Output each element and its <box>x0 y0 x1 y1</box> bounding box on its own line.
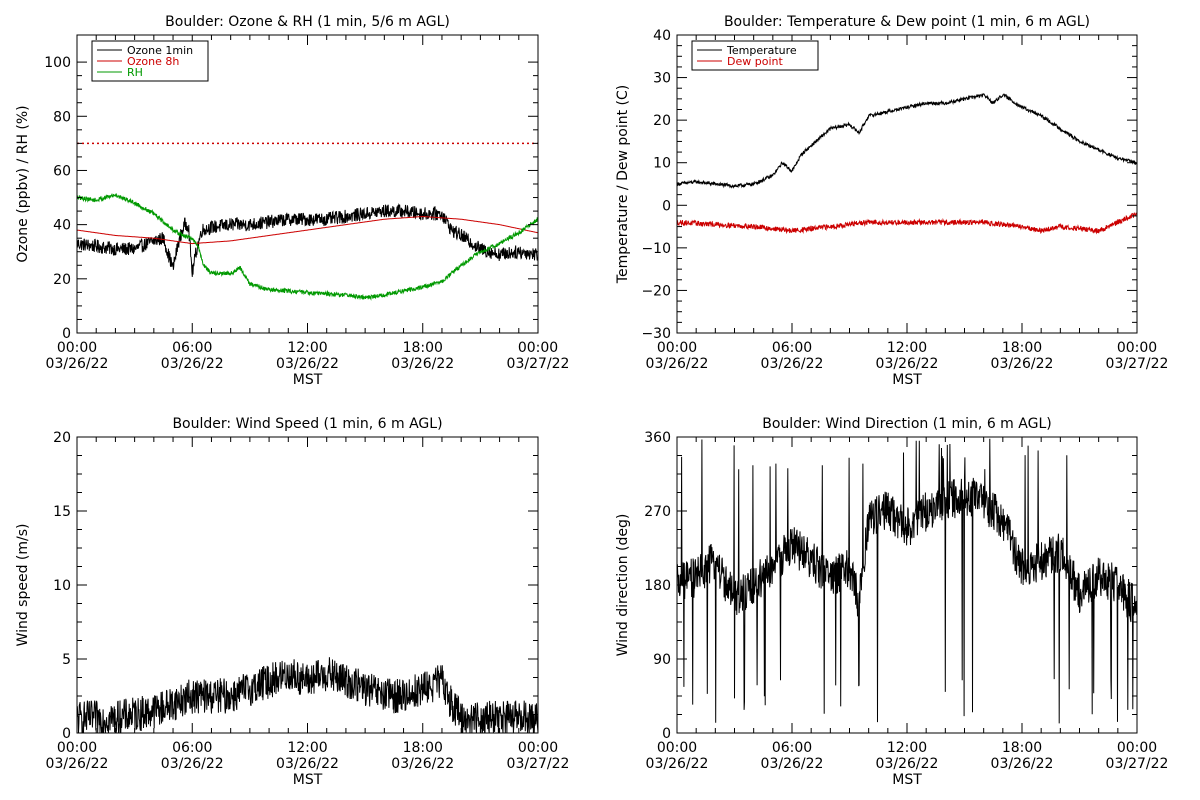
x-axis-label: MST <box>293 772 323 788</box>
x-tick-date-label: 03/27/22 <box>507 756 570 772</box>
y-axis-label: Wind speed (m/s) <box>15 524 31 647</box>
legend-entry: Dew point <box>727 55 783 68</box>
y-tick-label: 180 <box>644 578 671 594</box>
series-line-1 <box>677 92 1137 189</box>
x-tick-date-label: 03/26/22 <box>646 356 709 372</box>
legend-entry: Ozone 8h <box>127 55 179 68</box>
x-axis-label: MST <box>293 372 323 388</box>
y-axis-label: Temperature / Dew point (C) <box>615 85 631 284</box>
y-tick-label: 80 <box>53 109 71 125</box>
x-tick-time-label: 06:00 <box>772 740 812 756</box>
y-tick-label: −10 <box>641 241 671 257</box>
x-tick-date-label: 03/26/22 <box>876 756 939 772</box>
x-tick-time-label: 00:00 <box>57 340 97 356</box>
x-tick-time-label: 18:00 <box>403 340 443 356</box>
y-tick-label: 40 <box>53 218 71 234</box>
chart-title: Boulder: Wind Speed (1 min, 6 m AGL) <box>172 416 442 432</box>
x-tick-date-label: 03/26/22 <box>391 756 454 772</box>
x-tick-time-label: 18:00 <box>1002 740 1042 756</box>
y-tick-label: −20 <box>641 283 671 299</box>
y-tick-label: −30 <box>641 326 671 342</box>
x-tick-time-label: 18:00 <box>403 740 443 756</box>
y-tick-label: 20 <box>53 272 71 288</box>
chart-title: Boulder: Wind Direction (1 min, 6 m AGL) <box>762 416 1051 432</box>
y-tick-label: 0 <box>662 198 671 214</box>
series-line-1 <box>677 438 1137 724</box>
y-axis-label: Ozone (ppbv) / RH (%) <box>15 105 31 262</box>
plot-frame <box>76 436 539 734</box>
x-tick-date-label: 03/27/22 <box>1106 356 1169 372</box>
x-tick-time-label: 00:00 <box>518 340 558 356</box>
legend <box>691 40 819 71</box>
x-tick-date-label: 03/26/22 <box>761 356 824 372</box>
chart-panel-2: Boulder: Temperature & Dew point (1 min,… <box>615 14 1168 388</box>
y-tick-label: 20 <box>653 113 671 129</box>
x-tick-time-label: 12:00 <box>287 340 327 356</box>
y-tick-label: 20 <box>53 430 71 446</box>
y-tick-label: 30 <box>653 71 671 87</box>
x-tick-time-label: 00:00 <box>657 740 697 756</box>
x-axis-label: MST <box>892 772 922 788</box>
y-tick-label: 60 <box>53 163 71 179</box>
chart-panel-4: Boulder: Wind Direction (1 min, 6 m AGL)… <box>615 416 1168 788</box>
x-tick-date-label: 03/26/22 <box>991 756 1054 772</box>
series-line-2 <box>677 212 1137 235</box>
y-tick-label: 5 <box>62 652 71 668</box>
chart-title: Boulder: Ozone & RH (1 min, 5/6 m AGL) <box>165 14 450 30</box>
y-tick-label: 10 <box>53 578 71 594</box>
chart-panel-1: Boulder: Ozone & RH (1 min, 5/6 m AGL) 0 2… <box>15 14 569 388</box>
x-tick-date-label: 03/26/22 <box>646 756 709 772</box>
y-tick-label: 90 <box>653 652 671 668</box>
x-tick-time-label: 00:00 <box>1117 340 1157 356</box>
y-tick-label: 0 <box>62 726 71 742</box>
x-tick-date-label: 03/26/22 <box>761 756 824 772</box>
x-tick-date-label: 03/27/22 <box>1106 756 1169 772</box>
x-tick-date-label: 03/26/22 <box>276 756 339 772</box>
x-tick-date-label: 03/26/22 <box>46 756 109 772</box>
legend-entry: Temperature <box>726 44 797 57</box>
x-tick-time-label: 06:00 <box>172 340 212 356</box>
x-tick-time-label: 18:00 <box>1002 340 1042 356</box>
x-tick-time-label: 06:00 <box>172 740 212 756</box>
series-line-1 <box>77 657 538 733</box>
x-tick-date-label: 03/27/22 <box>507 356 570 372</box>
y-tick-label: 40 <box>653 28 671 44</box>
chart-panel-3: Boulder: Wind Speed (1 min, 6 m AGL) 0 5 10… <box>15 416 569 788</box>
x-tick-date-label: 03/26/22 <box>391 356 454 372</box>
y-tick-label: 0 <box>62 326 71 342</box>
x-tick-date-label: 03/26/22 <box>276 356 339 372</box>
y-axis-label: Wind direction (deg) <box>615 514 631 657</box>
x-tick-date-label: 03/26/22 <box>161 356 224 372</box>
series-line-1 <box>77 203 538 277</box>
x-tick-date-label: 03/26/22 <box>991 356 1054 372</box>
x-tick-time-label: 00:00 <box>518 740 558 756</box>
x-tick-time-label: 06:00 <box>772 340 812 356</box>
x-tick-time-label: 00:00 <box>657 340 697 356</box>
x-tick-time-label: 00:00 <box>57 740 97 756</box>
plot-frame <box>676 436 1138 734</box>
x-tick-date-label: 03/26/22 <box>161 756 224 772</box>
y-tick-label: 270 <box>644 504 671 520</box>
x-tick-time-label: 12:00 <box>287 740 327 756</box>
y-tick-label: 15 <box>53 504 71 520</box>
series-line-3 <box>77 193 538 301</box>
y-tick-label: 10 <box>653 156 671 172</box>
legend-entry: Ozone 1min <box>127 44 193 57</box>
x-tick-time-label: 12:00 <box>887 340 927 356</box>
chart-title: Boulder: Temperature & Dew point (1 min,… <box>724 14 1090 30</box>
x-tick-date-label: 03/26/22 <box>876 356 939 372</box>
x-axis-label: MST <box>892 372 922 388</box>
x-tick-time-label: 12:00 <box>887 740 927 756</box>
y-tick-label: 360 <box>644 430 671 446</box>
y-tick-label: 100 <box>44 55 71 71</box>
series-line-2 <box>77 216 538 245</box>
legend-entry: RH <box>127 66 143 79</box>
x-tick-time-label: 00:00 <box>1117 740 1157 756</box>
x-tick-date-label: 03/26/22 <box>46 356 109 372</box>
y-tick-label: 0 <box>662 726 671 742</box>
